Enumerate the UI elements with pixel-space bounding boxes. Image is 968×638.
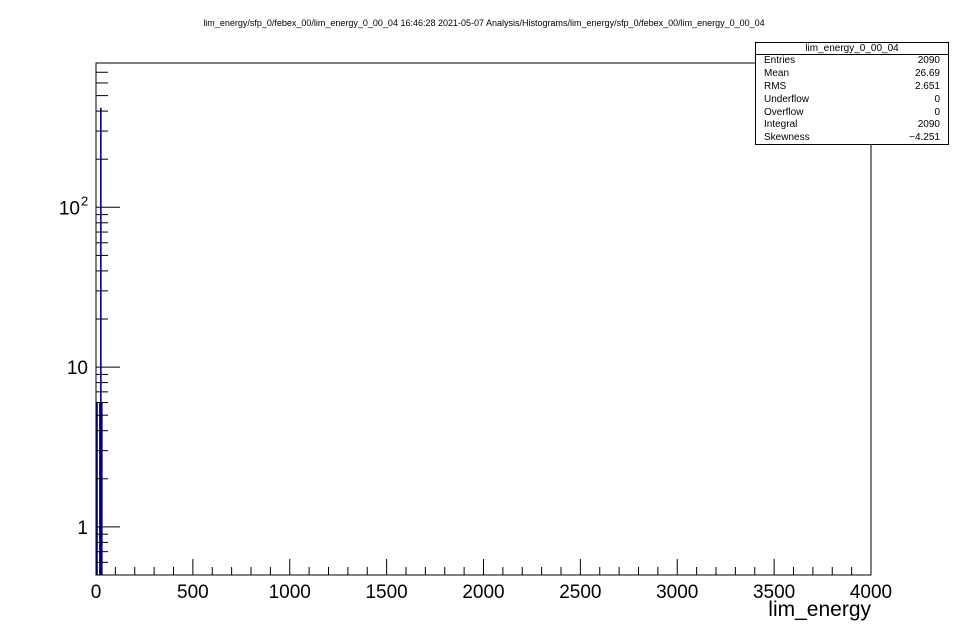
x-tick-label: 3000 — [656, 582, 698, 603]
y-tick-label: 10 — [59, 198, 80, 219]
stats-row-label: Underflow — [764, 93, 810, 105]
y-tick-label-exponent: 2 — [81, 193, 88, 208]
stats-row-value: 26.69 — [914, 67, 940, 79]
stats-rows: Entries 2090 Mean 26.69 RMS 2.651 Underflow 0 Ov… — [756, 55, 948, 145]
x-axis-label: lim_energy — [768, 598, 871, 621]
stats-row-label: Entries — [764, 55, 796, 66]
x-tick-label: 3500 — [753, 582, 795, 603]
x-major-ticks — [95, 559, 872, 575]
stats-row-value: 2090 — [917, 119, 940, 131]
stats-box: lim_energy_0_00_04 Entries 2090 Mean 26.69 R… — [755, 42, 949, 145]
y-ticks — [96, 62, 120, 576]
stats-row-label: Skewness — [764, 132, 810, 144]
stats-row: Mean 26.69 — [756, 68, 948, 81]
y-tick-label: 1 — [77, 518, 88, 539]
stats-box-title: lim_energy_0_00_04 — [756, 43, 948, 55]
stats-row-label: Integral — [764, 119, 798, 131]
x-tick-label: 0 — [91, 582, 102, 603]
stats-row-value: 2.651 — [914, 80, 940, 92]
canvas-title: lim_energy/sfp_0/febex_00/lim_energy_0_0… — [203, 18, 765, 28]
y-tick-label: 10 — [67, 358, 88, 379]
stats-row-label: Mean — [764, 67, 790, 79]
stats-row-label: Overflow — [764, 106, 804, 118]
stats-row: Skewness −4.251 — [756, 132, 948, 145]
stats-row: Underflow 0 — [756, 94, 948, 107]
x-minor-ticks — [114, 567, 853, 575]
stats-row: Entries 2090 — [756, 55, 948, 68]
x-tick-labels: 0 500 1000 1500 2000 2500 3000 3500 4000 — [91, 582, 892, 603]
stats-row: Integral 2090 — [756, 119, 948, 132]
x-tick-label: 500 — [177, 582, 209, 603]
stats-row-value: 2090 — [917, 55, 940, 66]
x-tick-label: 2500 — [559, 582, 601, 603]
stats-row: RMS 2.651 — [756, 81, 948, 94]
histogram-bars — [96, 107, 103, 575]
x-tick-label: 1500 — [365, 582, 407, 603]
stats-row: Overflow 0 — [756, 107, 948, 120]
x-tick-label: 1000 — [269, 582, 311, 603]
x-tick-label: 2000 — [462, 582, 504, 603]
stats-row-label: RMS — [764, 80, 787, 92]
x-tick-label: 4000 — [850, 582, 892, 603]
stats-row-value: 0 — [934, 106, 940, 118]
stats-row-value: 0 — [934, 93, 940, 105]
stats-row-value: −4.251 — [909, 132, 940, 144]
